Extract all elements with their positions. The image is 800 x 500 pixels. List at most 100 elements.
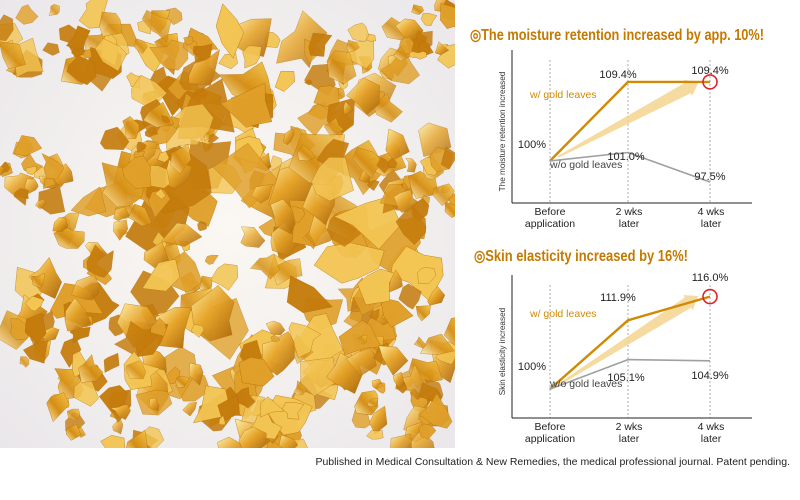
gold-flake-shape <box>66 25 91 50</box>
elasticity-chart-svg: ◎Skin elasticity increased by 16%! Skin … <box>474 248 752 445</box>
elasticity-chart-title: ◎Skin elasticity increased by 16%! <box>474 248 688 265</box>
gold-flake-shape <box>71 274 100 301</box>
gold-flake-shape <box>390 433 412 448</box>
gold-flake-shape <box>35 198 47 210</box>
gold-flake-shape <box>13 135 43 157</box>
gold-flake-shape <box>293 380 308 396</box>
x-tick-label: 2 wks <box>616 206 643 218</box>
gold-flake-shape <box>70 186 107 217</box>
gold-flake-shape <box>141 9 172 43</box>
gold-flake-shape <box>378 345 409 376</box>
gold-flake-shape <box>343 101 354 116</box>
gold-flake-shape <box>240 226 266 248</box>
gold-flake-shape <box>393 189 419 213</box>
gold-flake-shape <box>37 186 66 215</box>
gold-flake-shape <box>405 157 417 173</box>
gold-flake-shape <box>204 254 219 265</box>
data-label: 105.1% <box>607 372 645 384</box>
highlight-circle <box>702 288 718 305</box>
gold-flake-shape <box>160 114 171 123</box>
data-label: 116.0% <box>692 272 729 284</box>
y-axis-label: The moisture retention increased <box>498 71 507 191</box>
gold-flake-shape <box>53 227 85 249</box>
gold-flake-shape <box>150 317 167 337</box>
gold-flake-shape <box>78 354 104 383</box>
gold-flake-shape <box>148 397 160 412</box>
data-label: 111.9% <box>600 292 636 304</box>
gold-flake-shape <box>418 392 453 429</box>
gold-flake-shape <box>390 246 444 302</box>
gold-flake-shape <box>376 157 390 174</box>
trend-arrow <box>557 295 699 386</box>
gold-flake-shape <box>188 49 220 86</box>
gold-flake-shape <box>41 153 65 180</box>
gold-flake-shape <box>399 36 415 55</box>
gold-flake-shape <box>262 331 295 376</box>
moisture-chart-plot: The moisture retention increased Beforeap… <box>498 50 752 230</box>
series-name-plain: w/o gold leaves <box>549 159 622 171</box>
gold-flake-shape <box>24 312 47 344</box>
gold-flake-shape <box>24 295 44 312</box>
gold-flake-shape <box>86 244 114 278</box>
gold-flake-shape <box>183 36 194 45</box>
gold-flake-shape <box>236 387 256 409</box>
gold-flake-shape <box>103 352 120 373</box>
gold-flake-shape <box>10 318 30 341</box>
gold-flake-shape <box>218 415 226 426</box>
gold-flake-shape <box>23 340 49 364</box>
gold-flake-shape <box>251 183 273 204</box>
gold-flake-shape <box>217 436 243 448</box>
gold-flake-shape <box>274 70 296 92</box>
x-tick-label: later <box>619 218 640 230</box>
trend-arrow <box>557 79 699 158</box>
gold-flake-shape <box>0 166 5 176</box>
gold-flake-shape <box>347 22 370 42</box>
gold-flake-shape <box>215 3 244 59</box>
gold-flake-shape <box>282 128 295 145</box>
gold-flake-shape <box>52 217 69 232</box>
gold-flake-shape <box>24 178 39 194</box>
gold-flake-shape <box>100 126 130 150</box>
gold-flake-shape <box>398 283 422 310</box>
gold-flake-shape <box>367 179 380 191</box>
gold-flake-shape <box>420 13 438 27</box>
gold-flake-shape <box>66 408 81 422</box>
gold-flake-shape <box>434 41 450 56</box>
gold-flake-shape <box>0 41 26 70</box>
gold-flake-shape <box>427 286 446 306</box>
gold-leaf-photo <box>0 0 455 448</box>
gold-flake-shape <box>354 390 379 416</box>
x-tick-label: application <box>525 433 575 445</box>
gold-flake-shape <box>387 157 398 169</box>
gold-flake-shape <box>207 133 220 143</box>
gold-flake-shape <box>155 307 192 349</box>
gold-flake-shape <box>380 46 420 85</box>
gold-flake-shape <box>418 422 437 440</box>
gold-flake-shape <box>141 258 181 292</box>
gold-flake-shape <box>346 77 380 115</box>
gold-flake-shape <box>134 38 148 54</box>
gold-flake-shape <box>415 305 431 322</box>
gold-flake-shape <box>128 203 152 227</box>
gold-flake-shape <box>31 272 45 289</box>
moisture-retention-chart: ◎The moisture retention increased by app… <box>462 18 800 240</box>
gold-flake-shape <box>197 221 208 232</box>
series-name-gold: w/ gold leaves <box>529 308 597 320</box>
data-label: 109.4% <box>691 65 729 77</box>
gold-flake-shape <box>288 322 322 358</box>
data-label: 100% <box>518 361 546 373</box>
gold-flake-shape <box>379 296 414 328</box>
gold-flake-shape <box>154 188 166 200</box>
gold-flake-shape <box>385 128 410 161</box>
gold-flake-shape <box>443 317 455 347</box>
gold-flake-shape <box>432 183 455 207</box>
series-name-gold: w/ gold leaves <box>529 89 597 101</box>
gold-flake-shape <box>65 424 82 441</box>
gold-flake-shape <box>110 404 131 420</box>
gold-flake-shape <box>99 11 123 37</box>
gold-flake-shape <box>122 155 152 189</box>
footnote: Published in Medical Consultation & New … <box>315 456 790 468</box>
gold-flake-shape <box>125 429 148 448</box>
gold-flake-shape <box>220 82 273 128</box>
gold-flake-shape <box>417 267 437 284</box>
